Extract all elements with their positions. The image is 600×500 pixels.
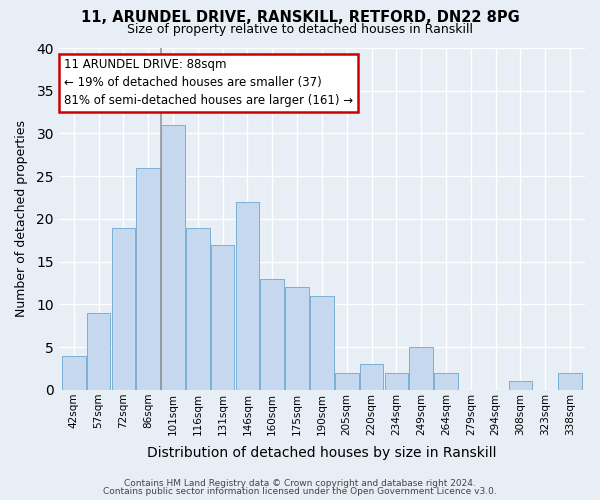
Bar [136,168,160,390]
X-axis label: Distribution of detached houses by size in Ranskill: Distribution of detached houses by size … [147,446,497,460]
Bar [559,373,582,390]
Bar [385,373,408,390]
Bar [509,382,532,390]
Bar [434,373,458,390]
Text: Size of property relative to detached houses in Ranskill: Size of property relative to detached ho… [127,22,473,36]
Bar [310,296,334,390]
Text: Contains public sector information licensed under the Open Government Licence v3: Contains public sector information licen… [103,487,497,496]
Bar [409,347,433,390]
Bar [360,364,383,390]
Bar [260,279,284,390]
Bar [286,288,309,390]
Bar [211,244,235,390]
Bar [186,228,209,390]
Bar [161,125,185,390]
Text: 11 ARUNDEL DRIVE: 88sqm
← 19% of detached houses are smaller (37)
81% of semi-de: 11 ARUNDEL DRIVE: 88sqm ← 19% of detache… [64,58,353,108]
Bar [87,313,110,390]
Text: 11, ARUNDEL DRIVE, RANSKILL, RETFORD, DN22 8PG: 11, ARUNDEL DRIVE, RANSKILL, RETFORD, DN… [80,10,520,25]
Bar [62,356,86,390]
Bar [236,202,259,390]
Bar [335,373,359,390]
Bar [112,228,135,390]
Y-axis label: Number of detached properties: Number of detached properties [15,120,28,318]
Text: Contains HM Land Registry data © Crown copyright and database right 2024.: Contains HM Land Registry data © Crown c… [124,478,476,488]
